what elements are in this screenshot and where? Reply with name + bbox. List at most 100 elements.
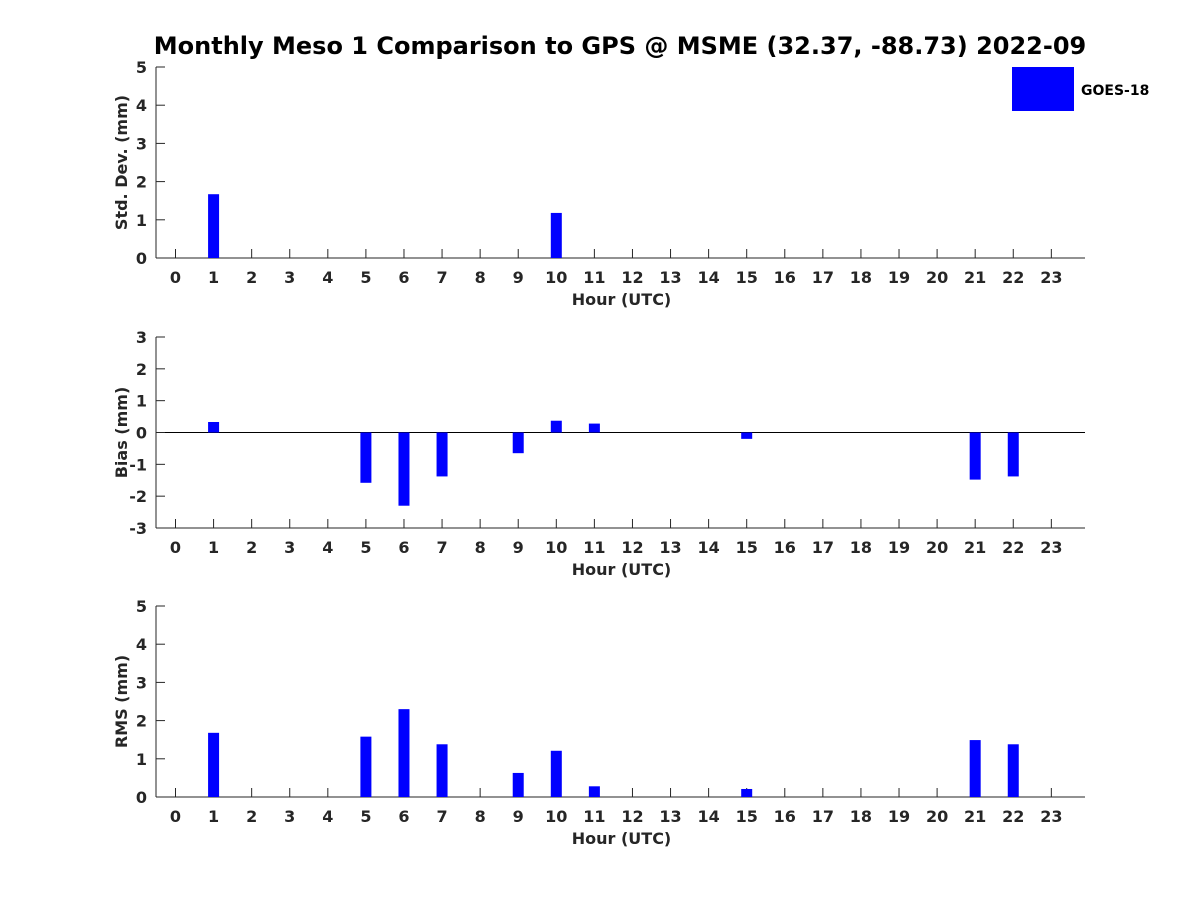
x-tick-label: 20: [926, 807, 948, 826]
x-tick-label: 1: [208, 807, 219, 826]
x-tick-label: 10: [545, 268, 567, 287]
x-axis-label: Hour (UTC): [572, 560, 672, 579]
x-tick-label: 10: [545, 538, 567, 557]
x-tick-label: 22: [1002, 268, 1024, 287]
bar-hour-7: [436, 744, 448, 797]
x-tick-label: 22: [1002, 538, 1024, 557]
bar-hour-9: [512, 432, 524, 454]
x-tick-label: 3: [284, 807, 295, 826]
x-axis-label: Hour (UTC): [572, 290, 672, 309]
x-tick-label: 18: [850, 538, 872, 557]
x-tick-label: 15: [736, 538, 758, 557]
x-tick-label: 19: [888, 538, 910, 557]
y-tick-label: 3: [136, 328, 147, 347]
x-tick-label: 20: [926, 538, 948, 557]
x-tick-label: 9: [513, 538, 524, 557]
y-tick-label: 5: [136, 58, 147, 77]
chart-title: Monthly Meso 1 Comparison to GPS @ MSME …: [154, 32, 1086, 60]
y-tick-label: 1: [136, 392, 147, 411]
legend-label: GOES-18: [1081, 83, 1149, 99]
y-tick-label: -2: [129, 487, 147, 506]
x-tick-label: 0: [170, 538, 181, 557]
bar-hour-5: [360, 432, 372, 483]
x-tick-label: 12: [621, 538, 643, 557]
x-tick-label: 21: [964, 538, 986, 557]
x-tick-label: 7: [436, 538, 447, 557]
x-axis-label: Hour (UTC): [572, 829, 672, 848]
bar-hour-10: [550, 212, 562, 258]
x-tick-label: 6: [398, 538, 409, 557]
bar-hour-11: [588, 423, 600, 433]
y-tick-label: -1: [129, 455, 147, 474]
x-tick-label: 0: [170, 807, 181, 826]
x-tick-label: 9: [513, 807, 524, 826]
x-tick-label: 2: [246, 538, 257, 557]
x-tick-label: 22: [1002, 807, 1024, 826]
x-tick-label: 15: [736, 807, 758, 826]
x-tick-label: 18: [850, 268, 872, 287]
x-tick-label: 2: [246, 268, 257, 287]
x-tick-label: 16: [774, 807, 796, 826]
x-tick-label: 7: [436, 268, 447, 287]
x-tick-label: 10: [545, 807, 567, 826]
y-axis-label: Bias (mm): [112, 387, 131, 479]
x-tick-label: 14: [697, 538, 719, 557]
legend: GOES-18: [1012, 67, 1149, 111]
bar-hour-15: [741, 432, 753, 439]
y-axis-label: RMS (mm): [112, 655, 131, 748]
bar-hour-22: [1007, 432, 1019, 477]
bar-hour-22: [1007, 744, 1019, 797]
x-tick-label: 15: [736, 268, 758, 287]
bar-hour-6: [398, 709, 410, 797]
bar-hour-10: [550, 420, 562, 433]
x-tick-label: 5: [360, 538, 371, 557]
x-tick-label: 5: [360, 807, 371, 826]
x-tick-label: 1: [208, 268, 219, 287]
x-tick-label: 8: [475, 268, 486, 287]
x-tick-label: 16: [774, 268, 796, 287]
y-tick-label: 1: [136, 211, 147, 230]
bar-hour-1: [208, 421, 220, 433]
y-tick-label: 0: [136, 424, 147, 443]
x-tick-label: 18: [850, 807, 872, 826]
x-tick-label: 21: [964, 268, 986, 287]
x-tick-label: 17: [812, 807, 834, 826]
x-tick-label: 20: [926, 268, 948, 287]
x-tick-label: 17: [812, 538, 834, 557]
y-tick-label: 2: [136, 360, 147, 379]
y-tick-label: -3: [129, 519, 147, 538]
x-tick-label: 14: [697, 807, 719, 826]
x-tick-label: 2: [246, 807, 257, 826]
x-tick-label: 11: [583, 807, 605, 826]
bar-hour-21: [969, 740, 981, 797]
x-tick-label: 23: [1040, 807, 1062, 826]
x-tick-label: 7: [436, 807, 447, 826]
legend-swatch: [1012, 67, 1074, 111]
x-tick-label: 19: [888, 268, 910, 287]
x-tick-label: 11: [583, 268, 605, 287]
x-tick-label: 17: [812, 268, 834, 287]
x-tick-label: 11: [583, 538, 605, 557]
x-tick-label: 19: [888, 807, 910, 826]
y-axis-label: Std. Dev. (mm): [112, 95, 131, 230]
bar-hour-7: [436, 432, 448, 477]
y-tick-label: 4: [136, 96, 147, 115]
x-tick-label: 13: [659, 807, 681, 826]
x-tick-label: 0: [170, 268, 181, 287]
x-tick-label: 12: [621, 268, 643, 287]
x-tick-label: 13: [659, 538, 681, 557]
y-tick-label: 0: [136, 249, 147, 268]
y-tick-label: 2: [136, 173, 147, 192]
bar-hour-21: [969, 432, 981, 480]
bar-hour-1: [208, 732, 220, 797]
bar-hour-5: [360, 736, 372, 797]
x-tick-label: 4: [322, 538, 333, 557]
y-tick-label: 5: [136, 597, 147, 616]
bar-hour-15: [741, 788, 753, 797]
bar-hour-1: [208, 194, 220, 258]
bar-hour-9: [512, 772, 524, 797]
x-tick-label: 6: [398, 807, 409, 826]
